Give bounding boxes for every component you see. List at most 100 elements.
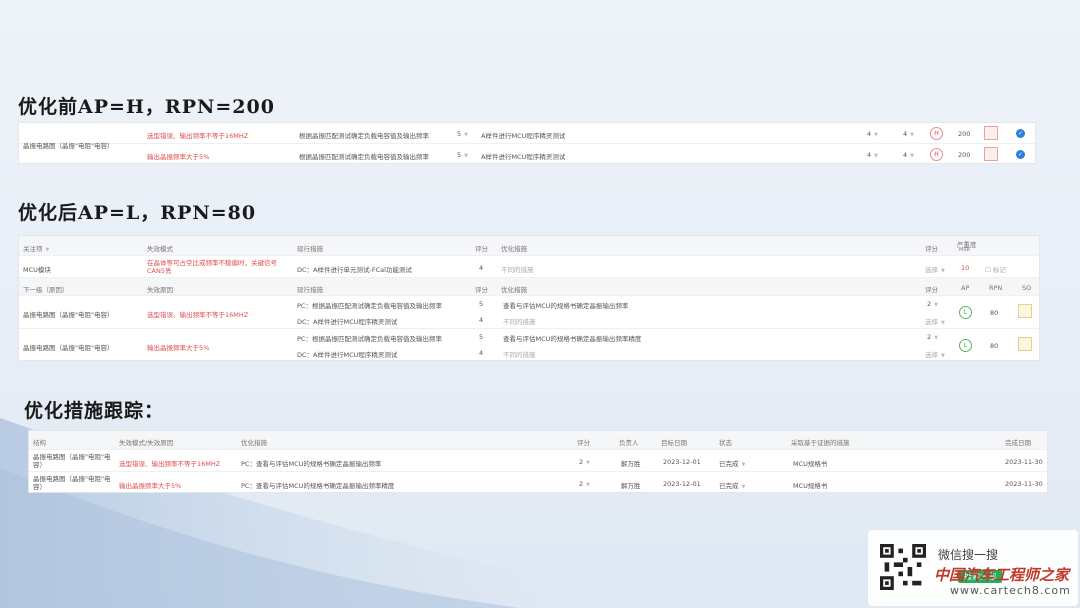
dc-cell: DC：A样件进行MCU程序精灵测试: [297, 351, 398, 359]
check-icon[interactable]: ✓: [1016, 150, 1025, 159]
wechat-search-label: 微信搜一搜: [938, 548, 999, 562]
done-cell[interactable]: 2023-11-30: [1005, 458, 1043, 466]
title-before: 优化前AP=H，RPN=200: [18, 96, 275, 118]
tracking-table: 结构 失效模式/失效原因 优化措施 评分 负责人 目标日期 状态 采取基于证据的…: [28, 430, 1048, 493]
score-cell[interactable]: 2 ▼: [579, 480, 590, 488]
score-cell[interactable]: 2 ▼: [579, 458, 590, 466]
optimize-header: 优化措施: [501, 245, 527, 253]
score-select[interactable]: 选择 ▼: [925, 266, 945, 274]
before-table: 晶振电路图（晶振"电阻"电容） 选型错误、输出频率不等于16MHZ 根据晶振匹配…: [18, 122, 1036, 164]
chevron-down-icon: ▼: [910, 153, 914, 159]
pc-cell: PC：根据晶振匹配测试确定负载电容值及输出频率: [297, 335, 442, 343]
target-header: 目标日期: [661, 439, 687, 447]
optimize-input[interactable]: 不同的措施: [501, 266, 534, 274]
structure-cell: 晶振电路图（晶振"电阻"电容）: [33, 453, 111, 469]
mode-cell: 输出晶振频率大于5%: [119, 482, 182, 490]
target-cell[interactable]: 2023-12-01: [663, 458, 701, 466]
score-cell[interactable]: 5 ▼: [457, 151, 468, 159]
item-cell: 晶振电路图（晶振"电阻"电容）: [23, 344, 114, 352]
status-cell[interactable]: 已完成 ▼: [719, 460, 746, 468]
brand-url: www.cartech8.com: [950, 584, 1071, 597]
s-score[interactable]: 4 ▼: [867, 151, 878, 159]
watermark: 微信搜一搜 搜索大咖 中国汽车工程师之家 www.cartech8.com: [868, 530, 1078, 606]
severity-header: 严重度: [957, 241, 977, 249]
dc-score: 4: [479, 316, 484, 324]
table-header: 关注项 ▼ 失效模式 现行措施 评分 优化措施 评分 严重度 MSR: [19, 236, 1039, 256]
status-header: 状态: [719, 439, 732, 447]
done-header: 完成日期: [1005, 439, 1031, 447]
chevron-down-icon: ▼: [874, 132, 878, 138]
rpn-header: RPN: [989, 284, 1003, 292]
chevron-down-icon: ▼: [586, 482, 590, 488]
chevron-down-icon: ▼: [741, 462, 746, 468]
score-header: 评分: [475, 245, 488, 253]
pc-score: 5: [479, 333, 484, 341]
mode-cell: 在晶体等可占空比或频率不稳偏时，关键信号CAN5丢: [147, 259, 277, 275]
dc-optimize[interactable]: 不同的措施: [503, 351, 536, 359]
evidence-cell[interactable]: MCU规格书: [793, 482, 828, 490]
s-score[interactable]: 4 ▼: [867, 130, 878, 138]
chevron-down-icon: ▼: [934, 335, 938, 341]
brand-text: 中国汽车工程师之家: [934, 566, 1070, 584]
evidence-cell[interactable]: MCU规格书: [793, 460, 828, 468]
optimize-cell: PC：查看与评估MCU的规格书确定晶振输出频率: [241, 460, 382, 468]
table-row: 晶振电路图（晶振"电阻"电容） 输出晶振频率大于5% PC：查看与评估MCU的规…: [29, 472, 1047, 492]
optimize-cell: PC：查看与评估MCU的规格书确定晶振输出频率精度: [241, 482, 395, 490]
table-row: 输出晶振频率大于5% 根据晶振匹配测试确定负载电容值及输出频率 5 ▼ A样件进行…: [19, 144, 1035, 163]
chevron-down-icon: ▼: [874, 153, 878, 159]
chevron-down-icon: ▼: [464, 132, 468, 138]
dc-opt-score[interactable]: 选择 ▼: [925, 318, 945, 326]
pc-optimize[interactable]: 查看与评估MCU的规格书确定晶振输出频率精度: [503, 335, 642, 343]
o-score[interactable]: 4 ▼: [903, 151, 914, 159]
pc-opt-score[interactable]: 2 ▼: [927, 300, 938, 308]
optimize-header: 优化措施: [501, 286, 527, 294]
table-row: 晶振电路图（晶振"电阻"电容） 选型错误、输出频率不等于16MHZ 根据晶振匹配…: [19, 123, 1035, 150]
status-cell[interactable]: 已完成 ▼: [719, 482, 746, 490]
target-cell[interactable]: 2023-12-01: [663, 480, 701, 488]
dc-optimize[interactable]: 不同的措施: [503, 318, 536, 326]
focus-header[interactable]: 关注项 ▼: [23, 245, 50, 253]
chevron-down-icon: ▼: [45, 247, 50, 253]
pc-opt-score[interactable]: 2 ▼: [927, 333, 938, 341]
flag-checkbox[interactable]: ☐ 标记: [985, 266, 1006, 274]
chevron-down-icon: ▼: [586, 460, 590, 466]
chevron-down-icon: ▼: [941, 268, 945, 274]
pc-score: 5: [479, 300, 484, 308]
chevron-down-icon: ▼: [941, 320, 945, 326]
chevron-down-icon: ▼: [934, 302, 938, 308]
so-indicator: [984, 126, 998, 140]
owner-cell[interactable]: 解万胜: [621, 482, 641, 490]
table-row: MCU模块 在晶体等可占空比或频率不稳偏时，关键信号CAN5丢 DC：A样件进行…: [19, 256, 1039, 278]
control-cell: 根据晶振匹配测试确定负载电容值及输出频率: [299, 132, 429, 140]
done-cell[interactable]: 2023-11-30: [1005, 480, 1043, 488]
check-icon[interactable]: ✓: [1016, 129, 1025, 138]
failure-cell: 选型错误、输出频率不等于16MHZ: [147, 132, 249, 140]
so-indicator: [1018, 337, 1032, 351]
score2-header: 评分: [925, 245, 938, 253]
rpn-cell: 80: [990, 309, 999, 317]
detection-cell: A样件进行MCU程序精灵测试: [481, 153, 566, 161]
owner-cell[interactable]: 解万胜: [621, 460, 641, 468]
level-header: 下一级（原因）: [23, 286, 69, 294]
mode-cell: 选型错误、输出频率不等于16MHZ: [119, 460, 221, 468]
after-table: 关注项 ▼ 失效模式 现行措施 评分 优化措施 评分 严重度 MSR MCU模块 …: [18, 235, 1040, 361]
score-cell[interactable]: 5 ▼: [457, 130, 468, 138]
owner-header: 负责人: [619, 439, 639, 447]
so-indicator: [984, 147, 998, 161]
ap-badge: L: [959, 306, 972, 319]
structure-cell: 晶振电路图（晶振"电阻"电容）: [23, 142, 114, 150]
so-indicator: [1018, 304, 1032, 318]
structure-header: 结构: [33, 439, 46, 447]
item-cell: 晶振电路图（晶振"电阻"电容）: [23, 311, 114, 319]
ap-badge: H: [930, 127, 943, 140]
o-score[interactable]: 4 ▼: [903, 130, 914, 138]
qr-code-icon: [880, 544, 926, 590]
dc-opt-score[interactable]: 选择 ▼: [925, 351, 945, 359]
title-after: 优化后AP=L，RPN=80: [18, 202, 257, 224]
mode-header: 失效模式: [147, 245, 173, 253]
score-header: 评分: [475, 286, 488, 294]
chevron-down-icon: ▼: [741, 484, 746, 490]
rpn-cell: 80: [990, 342, 999, 350]
so-header: SO: [1022, 284, 1032, 292]
pc-optimize[interactable]: 查看与评估MCU的规格书确定晶振输出频率: [503, 302, 629, 310]
